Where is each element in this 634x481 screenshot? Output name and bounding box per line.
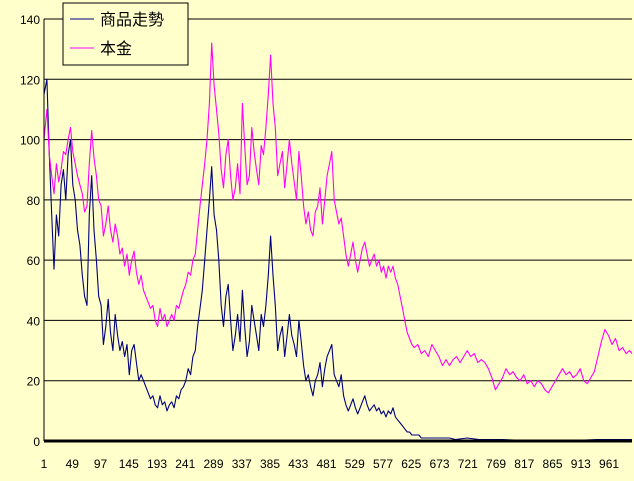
x-tick-label-433: 433 xyxy=(288,457,308,471)
x-tick-label-625: 625 xyxy=(401,457,421,471)
y-tick-label-20: 20 xyxy=(27,375,41,389)
y-tick-label-60: 60 xyxy=(27,254,41,268)
gridlines xyxy=(44,18,632,382)
x-tick-label-145: 145 xyxy=(119,457,139,471)
x-tick-label-97: 97 xyxy=(94,457,108,471)
x-tick-label-289: 289 xyxy=(203,457,223,471)
y-tick-label-0: 0 xyxy=(33,435,40,449)
series-lines xyxy=(43,42,633,441)
x-tick-label-577: 577 xyxy=(373,457,393,471)
y-tick-label-80: 80 xyxy=(27,194,41,208)
y-tick-label-100: 100 xyxy=(20,134,40,148)
y-tick-label-140: 140 xyxy=(20,13,40,27)
x-tick-label-865: 865 xyxy=(543,457,563,471)
x-tick-label-49: 49 xyxy=(66,457,80,471)
x-tick-label-385: 385 xyxy=(260,457,280,471)
legend: 商品走勢 本金 xyxy=(62,2,189,66)
tick-labels: 0 20 40 60 80 100 120 140 1 49 97 145 193 241 289 337 38… xyxy=(20,13,619,471)
legend-label-series-1: 商品走勢 xyxy=(100,10,164,29)
series-line-1 xyxy=(43,78,632,441)
axes xyxy=(43,19,632,443)
x-tick-label-241: 241 xyxy=(175,457,195,471)
x-tick-label-913: 913 xyxy=(571,457,591,471)
x-tick-label-481: 481 xyxy=(317,457,337,471)
legend-box xyxy=(62,2,189,66)
y-tick-label-40: 40 xyxy=(27,314,41,328)
x-tick-label-769: 769 xyxy=(486,457,506,471)
y-tick-label-120: 120 xyxy=(20,73,40,87)
x-tick-label-961: 961 xyxy=(599,457,619,471)
x-tick-label-817: 817 xyxy=(514,457,534,471)
x-tick-label-529: 529 xyxy=(345,457,365,471)
x-tick-label-337: 337 xyxy=(232,457,252,471)
x-tick-label-673: 673 xyxy=(430,457,450,471)
legend-label-series-2: 本金 xyxy=(100,39,132,58)
series-line-2 xyxy=(43,42,633,394)
x-tick-label-193: 193 xyxy=(147,457,167,471)
x-tick-label-1: 1 xyxy=(41,457,48,471)
x-tick-label-721: 721 xyxy=(458,457,478,471)
